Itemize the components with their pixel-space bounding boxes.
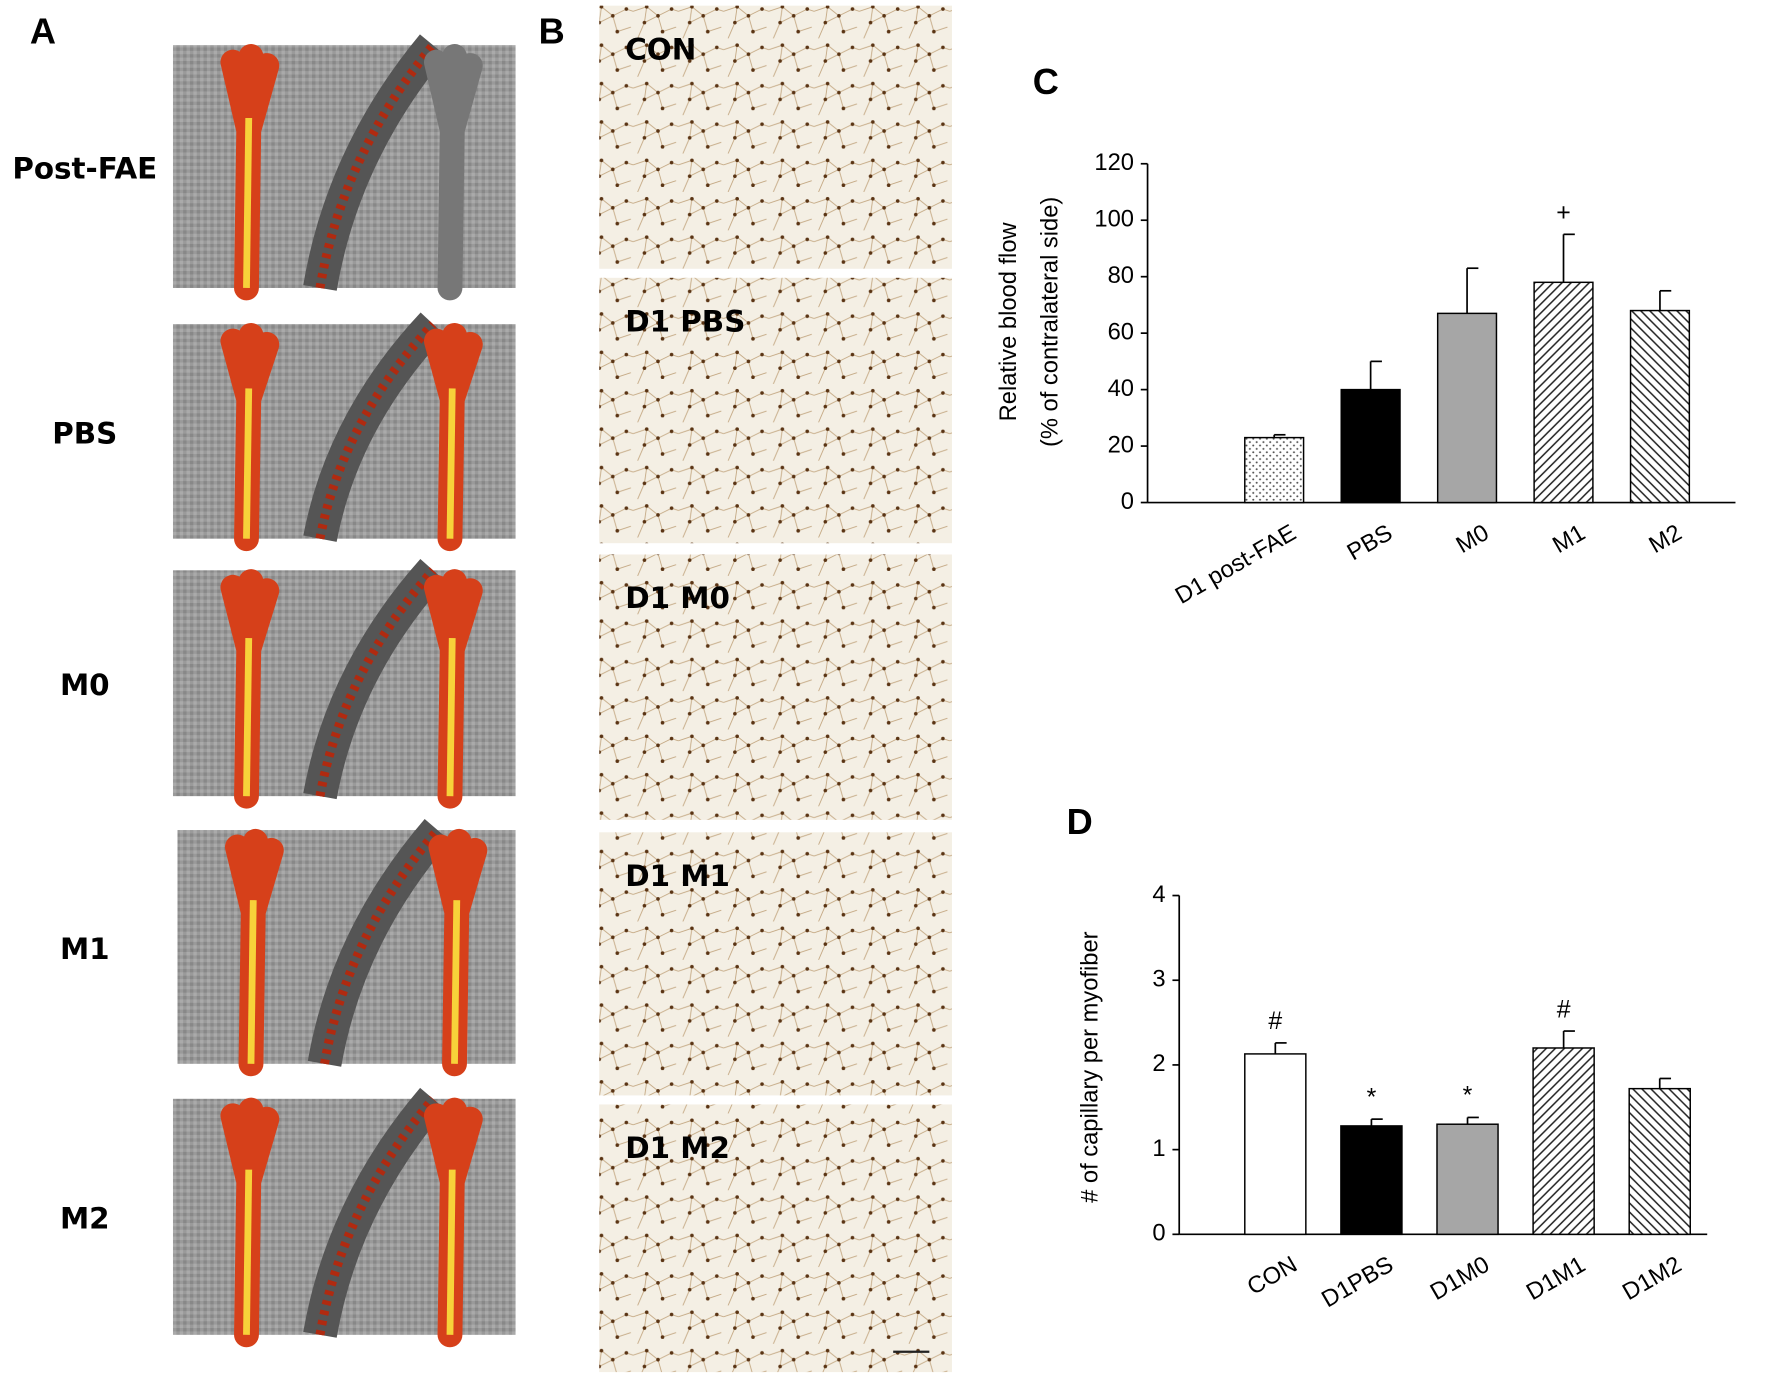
vessel-curve xyxy=(315,42,437,289)
row-label: D1 M2 xyxy=(625,1131,730,1165)
row-label: M0 xyxy=(60,668,110,702)
y-tick-label: 4 xyxy=(1152,882,1165,908)
x-tick-label: M0 xyxy=(1452,520,1494,559)
x-tick-label: D1M1 xyxy=(1522,1252,1590,1306)
y-tick-label: 100 xyxy=(1094,206,1134,232)
y-tick-label: 80 xyxy=(1108,263,1134,289)
vessel-curve xyxy=(320,827,441,1065)
bar xyxy=(1533,281,1594,504)
row-label: M2 xyxy=(60,1202,110,1236)
panel-label: A xyxy=(30,10,56,51)
limb-core xyxy=(446,638,456,797)
histology-image xyxy=(599,5,952,269)
x-tick-label: D1M2 xyxy=(1618,1252,1686,1306)
bar xyxy=(1629,309,1691,504)
significance-marker: * xyxy=(1463,1083,1473,1110)
limb-core xyxy=(451,900,461,1064)
limb xyxy=(423,44,483,301)
significance-marker: * xyxy=(1367,1084,1377,1111)
x-tick-label: M1 xyxy=(1548,520,1590,559)
row-label: D1 M0 xyxy=(625,581,730,615)
histology-image xyxy=(599,1104,952,1373)
y-tick-label: 20 xyxy=(1108,432,1134,458)
x-tick-label: D1M0 xyxy=(1426,1252,1494,1306)
limb-core xyxy=(243,1169,253,1335)
bar xyxy=(1532,1047,1595,1236)
limb-core xyxy=(243,638,253,797)
y-tick-label: 0 xyxy=(1121,489,1134,515)
x-tick-label: D1 post-FAE xyxy=(1171,520,1301,610)
bar xyxy=(1436,312,1498,504)
y-axis-label: (% of contralateral side) xyxy=(1038,197,1064,447)
histology-image xyxy=(599,277,952,544)
vessel-curve xyxy=(315,1095,437,1336)
x-tick-label: D1PBS xyxy=(1318,1252,1398,1313)
vessel-curve xyxy=(315,567,437,797)
significance-marker: # xyxy=(1557,996,1571,1023)
histology-image xyxy=(599,832,952,1096)
panel-label: B xyxy=(539,10,565,51)
row-label: Post-FAE xyxy=(12,151,157,185)
bar xyxy=(1340,388,1401,504)
y-tick-label: 0 xyxy=(1152,1221,1165,1247)
limb-core xyxy=(446,1169,456,1335)
y-tick-label: 2 xyxy=(1152,1051,1165,1077)
limb-core xyxy=(446,388,456,539)
row-label: D1 PBS xyxy=(625,304,745,338)
row-label: PBS xyxy=(52,416,117,450)
limb-core xyxy=(247,900,257,1064)
bar xyxy=(1244,436,1305,504)
x-tick-label: CON xyxy=(1243,1252,1302,1301)
y-tick-label: 40 xyxy=(1108,376,1134,402)
bar xyxy=(1436,1123,1499,1236)
y-tick-label: 3 xyxy=(1152,967,1165,993)
y-tick-label: 1 xyxy=(1152,1136,1165,1162)
x-tick-label: PBS xyxy=(1343,520,1397,566)
row-label: CON xyxy=(625,32,696,66)
row-label: D1 M1 xyxy=(625,859,730,893)
vessel-curve xyxy=(303,312,446,542)
y-tick-label: 120 xyxy=(1094,150,1134,176)
y-tick-label: 60 xyxy=(1108,319,1134,345)
significance-marker: # xyxy=(1268,1008,1282,1035)
limb-core xyxy=(243,117,253,289)
panel-label: C xyxy=(1033,61,1059,102)
row-label: M1 xyxy=(60,932,110,966)
histology-image xyxy=(599,554,952,820)
bar xyxy=(1628,1087,1691,1236)
significance-marker: + xyxy=(1556,200,1571,227)
y-axis-label: # of capillary per myofiber xyxy=(1077,931,1103,1203)
y-axis-label: Relative blood flow xyxy=(996,221,1022,421)
x-tick-label: M2 xyxy=(1645,520,1687,559)
limb-core xyxy=(243,388,253,539)
bar xyxy=(1244,1053,1307,1236)
bar xyxy=(1340,1125,1403,1236)
panel-label: D xyxy=(1067,801,1093,842)
